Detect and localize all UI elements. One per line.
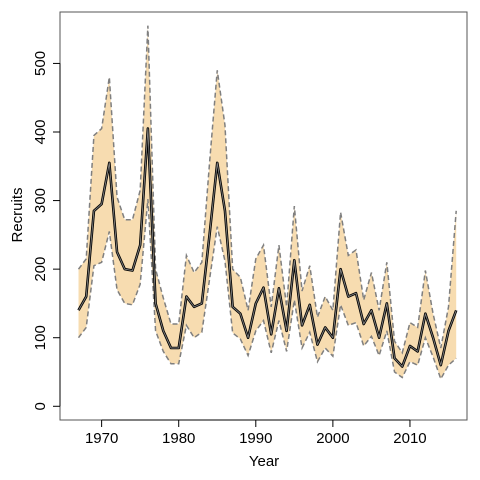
uncertainty-band-layer	[78, 25, 457, 379]
interval-band	[78, 25, 457, 379]
x-tick-label: 1990	[239, 430, 272, 447]
y-tick-label: 100	[32, 325, 49, 350]
x-tick-label: 2010	[393, 430, 426, 447]
y-tick-label: 200	[32, 257, 49, 282]
median-line-layer	[77, 127, 458, 368]
x-axis-title: Year	[249, 453, 279, 470]
y-tick-label: 300	[32, 188, 49, 213]
y-tick-label: 0	[32, 402, 49, 410]
y-tick-label: 400	[32, 119, 49, 144]
y-axis-title: Recruits	[9, 187, 26, 242]
x-tick-label: 2000	[316, 430, 349, 447]
median-line-core	[78, 128, 457, 367]
interval-bounds-layer	[77, 25, 457, 381]
x-tick-label: 1970	[85, 430, 118, 447]
x-axis: 1970 1980 1990 2000 2010	[85, 419, 427, 447]
x-tick-label: 1980	[162, 430, 195, 447]
y-axis: 0 100 200 300 400 500	[32, 51, 61, 410]
upper-bound-line	[77, 25, 457, 355]
lower-bound-line	[77, 199, 457, 381]
y-tick-label: 500	[32, 51, 49, 76]
